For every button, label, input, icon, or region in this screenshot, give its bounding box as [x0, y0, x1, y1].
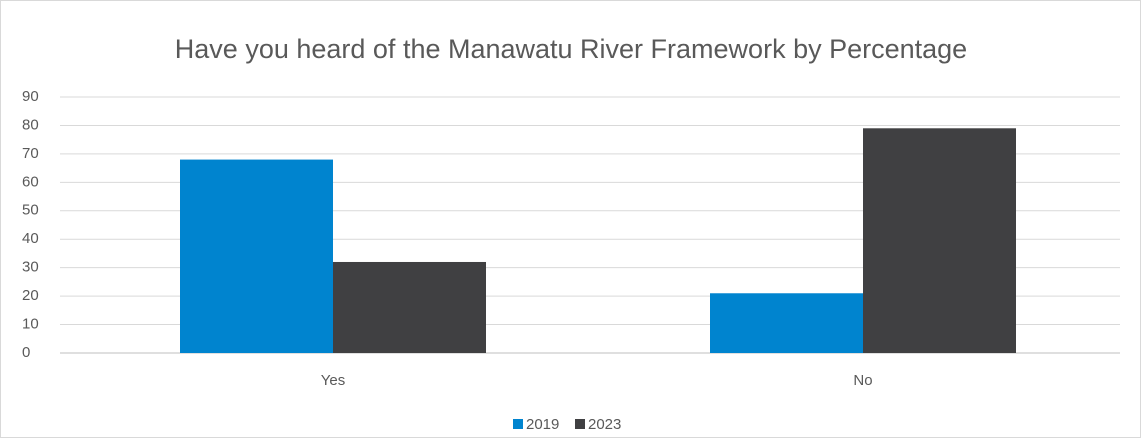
legend-label: 2023 — [588, 416, 621, 433]
y-tick-label: 10 — [22, 316, 39, 333]
y-tick-label: 60 — [22, 173, 39, 190]
legend-swatch — [575, 419, 585, 429]
y-tick-label: 70 — [22, 145, 39, 162]
legend-label: 2019 — [526, 416, 559, 433]
bar — [180, 159, 333, 353]
y-tick-label: 80 — [22, 116, 39, 133]
y-tick-label: 50 — [22, 202, 39, 219]
y-tick-label: 0 — [22, 344, 30, 361]
x-tick-label: No — [853, 372, 872, 389]
chart-title: Have you heard of the Manawatu River Fra… — [175, 34, 967, 64]
y-tick-label: 90 — [22, 88, 39, 105]
y-tick-label: 40 — [22, 230, 39, 247]
legend-swatch — [513, 419, 523, 429]
x-tick-label: Yes — [321, 372, 345, 389]
bar — [863, 128, 1016, 353]
bar — [333, 261, 486, 353]
y-tick-label: 20 — [22, 287, 39, 304]
bar — [710, 293, 863, 353]
y-tick-label: 30 — [22, 259, 39, 276]
